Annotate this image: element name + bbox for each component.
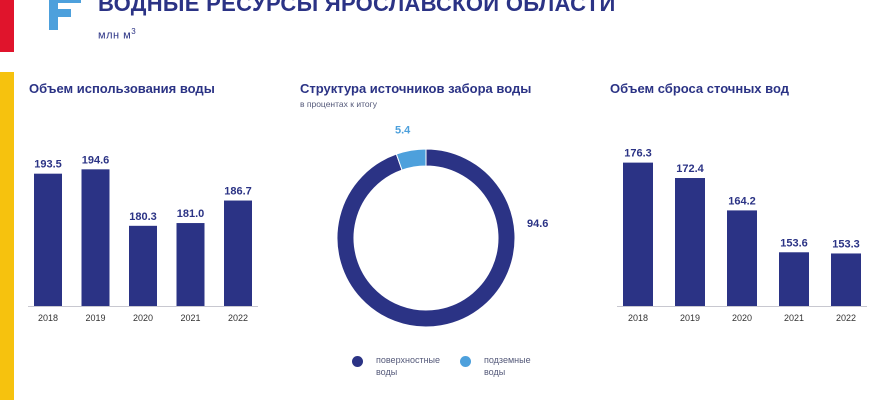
water-sources-donut-chart: 94.6 5.4 bbox=[336, 124, 548, 328]
page-title: ВОДНЫЕ РЕСУРСЫ ЯРОСЛАВСКОЙ ОБЛАСТИ* bbox=[98, 0, 620, 16]
x-tick-2018: 2018 bbox=[628, 313, 648, 323]
yellow-accent-bar bbox=[0, 72, 14, 400]
data-label-2019: 194.6 bbox=[82, 154, 110, 166]
bar-2018 bbox=[623, 162, 653, 306]
donut-slice-surface bbox=[336, 148, 516, 328]
x-tick-2020: 2020 bbox=[133, 313, 153, 323]
bar-2020 bbox=[129, 225, 157, 306]
data-label-2022: 186.7 bbox=[224, 186, 252, 198]
data-label-2018: 176.3 bbox=[624, 148, 652, 160]
legend-item-surface: поверхностные воды bbox=[352, 354, 441, 378]
water-use-bar-chart: 193.5 2018 194.6 2019 180.3 2020 181.0 2021 186.… bbox=[28, 154, 258, 323]
bar-2018 bbox=[34, 173, 62, 306]
x-tick-2021: 2021 bbox=[784, 313, 804, 323]
bar-2019 bbox=[675, 178, 705, 306]
data-label-2018: 193.5 bbox=[34, 159, 62, 171]
x-tick-2021: 2021 bbox=[180, 313, 200, 323]
bar-2020 bbox=[727, 210, 757, 306]
legend-label-surface: поверхностные воды bbox=[376, 355, 441, 377]
red-accent-bar bbox=[0, 0, 14, 52]
data-label-surface: 94.6 bbox=[527, 218, 548, 230]
donut-slice-underground bbox=[395, 148, 427, 171]
data-label-2021: 181.0 bbox=[177, 208, 205, 220]
bar-2021 bbox=[176, 223, 205, 306]
x-tick-2020: 2020 bbox=[732, 313, 752, 323]
chart-title-sources: Структура источников забора воды bbox=[300, 81, 532, 96]
legend-swatch-underground bbox=[460, 356, 471, 367]
bar-2022 bbox=[831, 253, 861, 306]
data-label-2020: 180.3 bbox=[129, 211, 157, 223]
x-tick-2019: 2019 bbox=[85, 313, 105, 323]
unit-label: млн м3 bbox=[98, 27, 137, 42]
chart-title-water-use: Объем использования воды bbox=[29, 81, 215, 96]
data-label-2022: 153.3 bbox=[832, 238, 860, 250]
chart-subtitle-sources: в процентах к итогу bbox=[300, 99, 377, 109]
data-label-2020: 164.2 bbox=[728, 195, 756, 207]
data-label-underground: 5.4 bbox=[395, 124, 411, 136]
logo-icon bbox=[49, 0, 81, 30]
bar-2019 bbox=[81, 169, 110, 306]
wastewater-bar-chart: 176.3 2018 172.4 2019 164.2 2020 153.6 2021 153.… bbox=[617, 148, 867, 323]
x-tick-2019: 2019 bbox=[680, 313, 700, 323]
x-tick-2018: 2018 bbox=[38, 313, 58, 323]
x-tick-2022: 2022 bbox=[836, 313, 856, 323]
legend-swatch-surface bbox=[352, 356, 363, 367]
legend-label-underground: подземные воды bbox=[484, 355, 531, 377]
x-tick-2022: 2022 bbox=[228, 313, 248, 323]
bar-2021 bbox=[779, 252, 809, 306]
bar-2022 bbox=[224, 200, 252, 306]
chart-title-wastewater: Объем сброса сточных вод bbox=[610, 81, 789, 96]
data-label-2021: 153.6 bbox=[780, 237, 808, 249]
data-label-2019: 172.4 bbox=[676, 163, 704, 175]
legend-item-underground: подземные воды bbox=[460, 354, 534, 378]
